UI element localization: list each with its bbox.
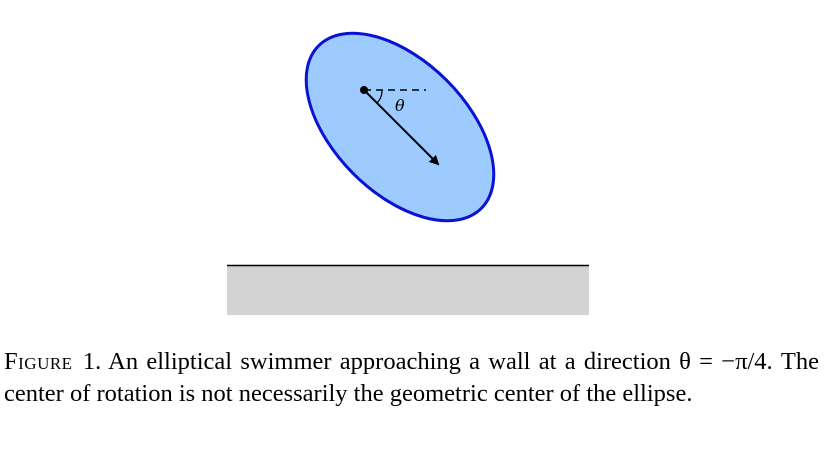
- elliptical-swimmer: [304, 31, 496, 223]
- caption-label: Figure: [4, 348, 73, 375]
- swimmer-wall-diagram: θ: [227, 31, 589, 315]
- caption-text: An elliptical swimmer approaching a wall…: [4, 348, 819, 407]
- figure-caption: Figure 1. An elliptical swimmer approach…: [4, 346, 819, 410]
- direction-arrow: [363, 89, 440, 166]
- caption-number: 1.: [82, 348, 102, 375]
- angle-label: θ: [395, 96, 405, 115]
- wall: [227, 265, 589, 315]
- center-of-rotation-point: [360, 86, 368, 94]
